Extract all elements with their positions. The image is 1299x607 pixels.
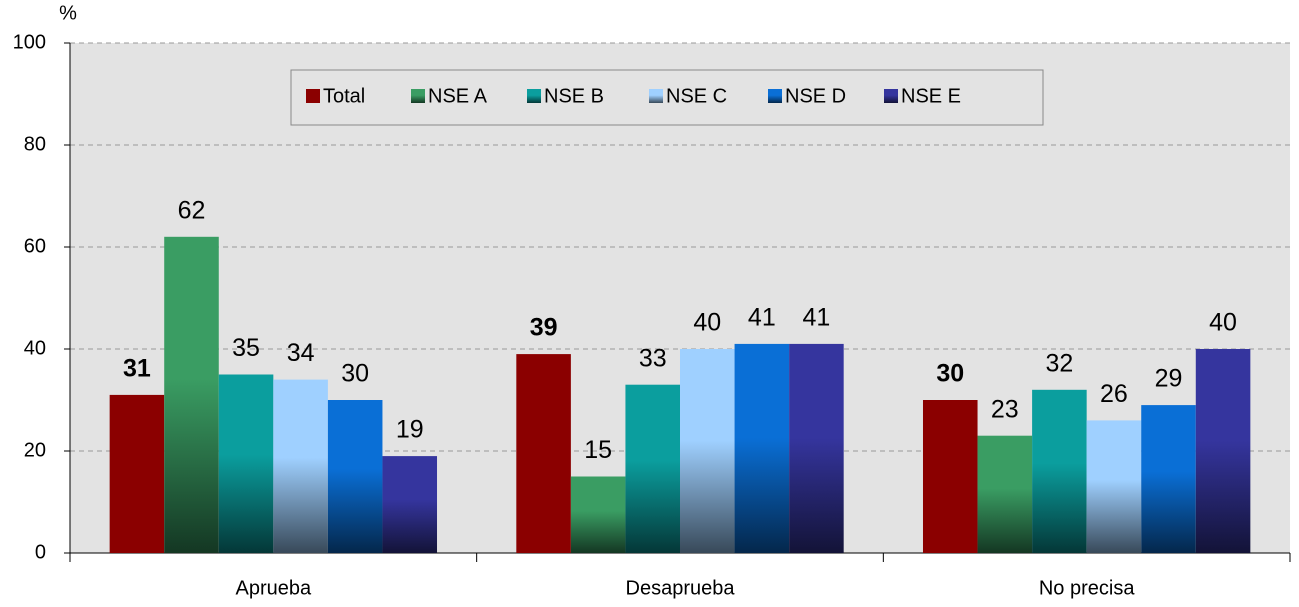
value-label: 33 — [639, 344, 667, 372]
y-tick-label: 100 — [13, 31, 46, 53]
legend-swatch — [411, 89, 425, 103]
legend-label: NSE B — [544, 85, 604, 107]
legend-label: Total — [323, 85, 365, 107]
bar — [327, 400, 383, 553]
value-label: 40 — [693, 309, 721, 337]
legend-label: NSE A — [428, 85, 488, 107]
bar — [1086, 420, 1142, 553]
bar — [922, 400, 978, 553]
legend-label: NSE C — [666, 85, 727, 107]
legend-label: NSE E — [901, 85, 961, 107]
bar — [218, 374, 274, 553]
value-label: 62 — [178, 196, 206, 224]
bar — [734, 343, 790, 553]
value-label: 30 — [341, 360, 369, 388]
bar — [977, 435, 1033, 553]
y-tick-label: 20 — [24, 439, 46, 461]
bar — [164, 236, 219, 554]
y-tick-label: 0 — [35, 541, 46, 563]
bar — [789, 343, 844, 553]
legend-swatch — [768, 89, 782, 103]
y-axis-label: % — [59, 2, 77, 24]
bar — [516, 354, 571, 553]
x-tick-label: Aprueba — [236, 577, 312, 599]
legend-swatch — [884, 89, 898, 103]
bar — [1141, 405, 1196, 553]
value-label: 35 — [232, 334, 260, 362]
x-tick-label: No precisa — [1039, 577, 1135, 599]
legend-swatch — [306, 89, 320, 103]
value-label: 40 — [1209, 309, 1237, 337]
legend-swatch — [649, 89, 663, 103]
legend-label: NSE D — [785, 85, 846, 107]
legend-swatch — [527, 89, 541, 103]
value-label: 23 — [991, 395, 1019, 423]
value-label: 30 — [936, 360, 964, 388]
bar — [1032, 389, 1087, 553]
bar — [570, 476, 626, 553]
y-tick-label: 40 — [24, 337, 46, 359]
value-label: 29 — [1155, 365, 1183, 393]
value-label: 26 — [1100, 380, 1128, 408]
value-label: 15 — [584, 436, 612, 464]
value-label: 32 — [1045, 349, 1073, 377]
bar — [273, 379, 328, 553]
y-tick-label: 80 — [24, 133, 46, 155]
value-label: 19 — [396, 416, 424, 444]
bar — [382, 456, 438, 553]
value-label: 31 — [123, 355, 151, 383]
x-tick-label: Desaprueba — [626, 577, 736, 599]
bar — [625, 384, 680, 553]
value-label: 41 — [802, 304, 830, 332]
y-tick-label: 60 — [24, 235, 46, 257]
bar — [109, 394, 165, 553]
value-label: 41 — [748, 304, 776, 332]
bar — [1195, 349, 1251, 553]
bar — [680, 349, 735, 553]
value-label: 39 — [530, 314, 558, 342]
value-label: 34 — [287, 339, 315, 367]
